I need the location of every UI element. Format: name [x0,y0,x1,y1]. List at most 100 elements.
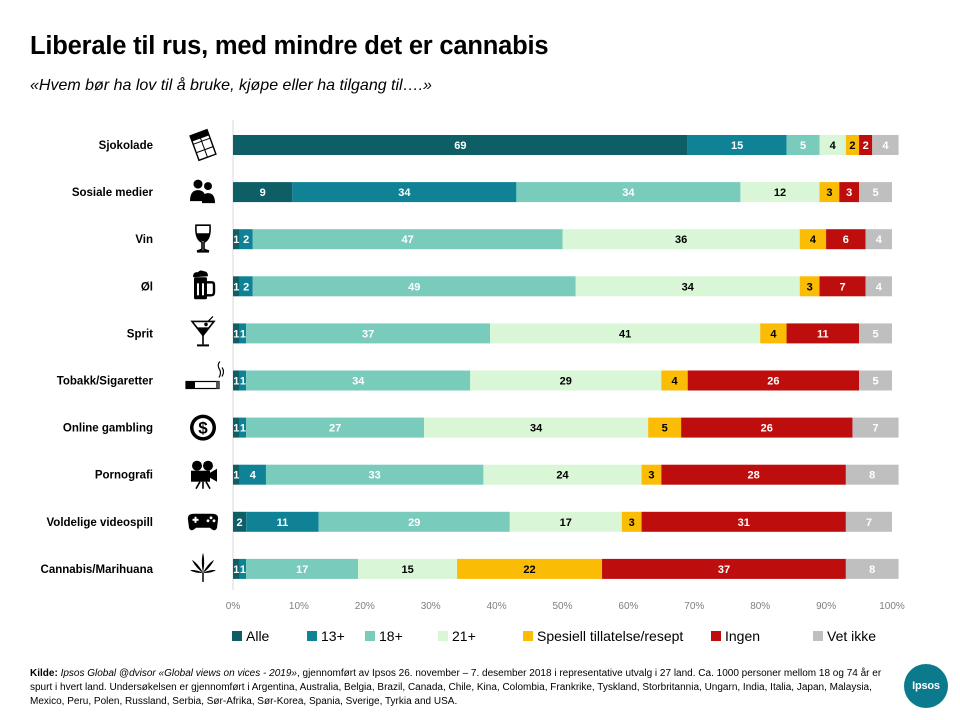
source-survey-name: Ipsos Global @dvisor «Global views on vi… [60,668,297,679]
data-label: 1 [240,423,246,435]
cannabis-leaf-icon [189,552,217,583]
data-label: 34 [352,376,365,388]
data-label: 1 [240,564,246,576]
bar-segment-alle [233,511,247,532]
page-subtitle: «Hvem bør ha lov til å bruke, kjøpe elle… [30,77,432,94]
people-icon [190,179,215,204]
bar-segment-18+ [246,323,491,344]
data-label: 47 [402,234,414,246]
data-label: 34 [682,281,695,293]
bar-segment-13+ [687,135,787,155]
data-label: 34 [398,187,411,199]
cocktail-glass-icon [191,315,215,347]
bar-segment-18+ [265,464,484,485]
bar-segment-21+ [483,464,642,485]
data-label: 69 [454,140,466,152]
data-label: 11 [277,517,289,529]
category-label: Tobakk/Sigaretter [57,376,154,388]
data-label: 41 [619,328,631,340]
legend-label: 13+ [321,628,345,644]
movie-camera-icon [190,459,218,490]
category-label: Voldelige videospill [46,517,153,529]
bar-segment-18+ [252,229,563,250]
bar-segment-21+ [509,511,622,532]
bar-segment-ingen [641,511,846,532]
bar-segment-21+ [358,558,458,579]
category-label: Vin [135,234,153,246]
data-label: 36 [675,234,687,246]
data-label: 7 [866,517,872,529]
data-label: 5 [800,140,806,152]
bar-segment-21+ [470,370,662,391]
bar-segment-alle [233,276,240,297]
bar-segment-spesiell [457,558,603,579]
bar-segment-vet_ikke [859,182,892,203]
data-label: 29 [408,517,420,529]
bar-segment-13+ [239,370,247,391]
data-label: 1 [240,328,246,340]
data-label: 7 [840,281,846,293]
bar-segment-21+ [819,135,846,155]
source-label: Kilde: [30,668,58,679]
bar-segment-ingen [826,229,866,250]
bar-segment-13+ [239,229,253,250]
bar-segment-13+ [239,464,266,485]
data-label: 34 [530,423,543,435]
data-label: 4 [810,234,817,246]
bar-segment-spesiell [648,417,682,438]
bar-segment-alle [233,323,240,344]
bar-segment-spesiell [819,182,840,203]
bar-segment-21+ [562,229,800,250]
data-label: 4 [876,281,883,293]
legend-label: 21+ [452,628,476,644]
data-label: 26 [761,423,773,435]
bar-segment-21+ [740,182,820,203]
bar-segment-vet_ikke [852,417,899,438]
data-label: 31 [738,517,750,529]
gamepad-icon [187,513,219,531]
data-label: 1 [233,328,239,340]
beer-mug-icon [191,269,216,301]
bar-segment-ingen [786,323,860,344]
data-label: 1 [233,423,239,435]
dollar-coin-icon [190,414,216,441]
data-label: 7 [872,423,878,435]
data-label: 28 [747,470,759,482]
wine-glass-icon [195,224,211,254]
bar-segment-18+ [246,370,471,391]
bar-segment-spesiell [799,276,820,297]
data-label: 2 [243,281,249,293]
data-label: 5 [872,328,878,340]
data-label: 2 [863,140,869,152]
bar-segment-18+ [246,417,425,438]
data-label: 33 [369,470,381,482]
bar-segment-spesiell [760,323,787,344]
data-label: 3 [629,517,635,529]
data-label: 1 [233,376,239,388]
bar-segment-18+ [318,511,510,532]
data-label: 5 [662,423,668,435]
data-label: 1 [233,564,239,576]
bar-segment-18+ [786,135,820,155]
data-label: 8 [869,470,875,482]
data-label: 4 [876,234,883,246]
data-label: 3 [846,187,852,199]
bar-segment-alle [233,370,240,391]
legend-label: Alle [246,628,270,644]
data-label: 4 [830,140,837,152]
bar-segment-vet_ikke [872,135,899,155]
bar-segment-ingen [661,464,846,485]
bar-segment-21+ [490,323,761,344]
data-label: 17 [560,517,572,529]
legend-swatch-18+ [365,631,375,641]
legend-label: 18+ [379,628,403,644]
chocolate-bar-icon [189,129,217,161]
data-label: 6 [843,234,849,246]
data-label: 34 [622,187,635,199]
data-label: 3 [648,470,654,482]
legend-swatch-ingen [711,631,721,641]
data-label: 5 [872,187,878,199]
data-label: 24 [556,470,569,482]
category-label: Sprit [127,328,153,340]
data-label: 2 [237,517,243,529]
